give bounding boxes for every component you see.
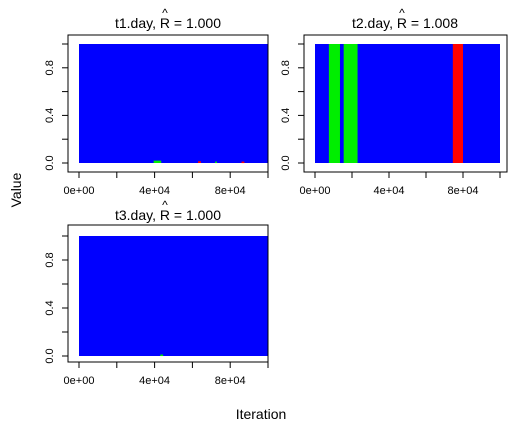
trace-band-1 (160, 354, 164, 357)
trace-series-background (315, 44, 500, 163)
y-tick-label: 0.8 (44, 60, 56, 75)
y-tick-label: 0.4 (280, 108, 292, 123)
y-tick-label: 0.0 (280, 155, 292, 170)
plot-frame (303, 34, 508, 173)
x-tick-label: 0e+00 (64, 375, 95, 387)
y-tick-label: 0.8 (280, 60, 292, 75)
trace-series-background (79, 44, 268, 163)
y-tick-label: 0.4 (44, 300, 56, 315)
rhat-hat-glyph: ^ (399, 6, 405, 20)
y-tick-label: 0.0 (44, 155, 56, 170)
trace-band-2 (343, 44, 358, 163)
x-tick-label: 4e+04 (139, 375, 170, 387)
rhat-hat-glyph: ^ (162, 198, 168, 212)
x-tick-label: 8e+04 (448, 185, 479, 197)
trace-band-3 (215, 161, 217, 164)
chart-panel-1: 0e+00 4e+04 8e+04 0.0 0.4 0.8 t1.day, R = 1.00… (44, 6, 269, 197)
chart-title: t2.day, R = 1.008 (352, 15, 458, 31)
y-tick-label: 0.8 (44, 252, 56, 267)
chart-title: t1.day, R = 1.000 (115, 15, 221, 31)
x-tick-label: 4e+04 (139, 185, 170, 197)
x-tick-label: 8e+04 (215, 375, 246, 387)
chart-panel-3: 0e+00 4e+04 8e+04 0.0 0.4 0.8 t3.day, R = 1.00… (44, 198, 269, 387)
rhat-hat-glyph: ^ (162, 6, 168, 20)
x-tick-label: 0e+00 (300, 185, 331, 197)
x-tick-label: 8e+04 (215, 185, 246, 197)
chart-panel-2: 0e+00 4e+04 8e+04 0.0 0.4 0.8 t2.day, R = 1.00… (280, 6, 508, 197)
chart-title: t3.day, R = 1.000 (115, 207, 221, 223)
trace-band-2 (198, 161, 201, 163)
trace-band-4 (241, 161, 245, 164)
trace-band-1 (328, 44, 340, 163)
trace-band-1 (153, 160, 162, 163)
trace-series-background (79, 236, 268, 356)
plot-frame (67, 34, 269, 173)
trace-band-3 (452, 44, 463, 163)
y-tick-label: 0.0 (44, 348, 56, 363)
x-axis-label: Iteration (235, 406, 287, 422)
y-axis-label: Value (8, 172, 24, 208)
y-tick-label: 0.4 (44, 108, 56, 123)
plot-frame (67, 224, 269, 363)
x-tick-label: 0e+00 (64, 185, 95, 197)
x-tick-label: 4e+04 (374, 185, 405, 197)
